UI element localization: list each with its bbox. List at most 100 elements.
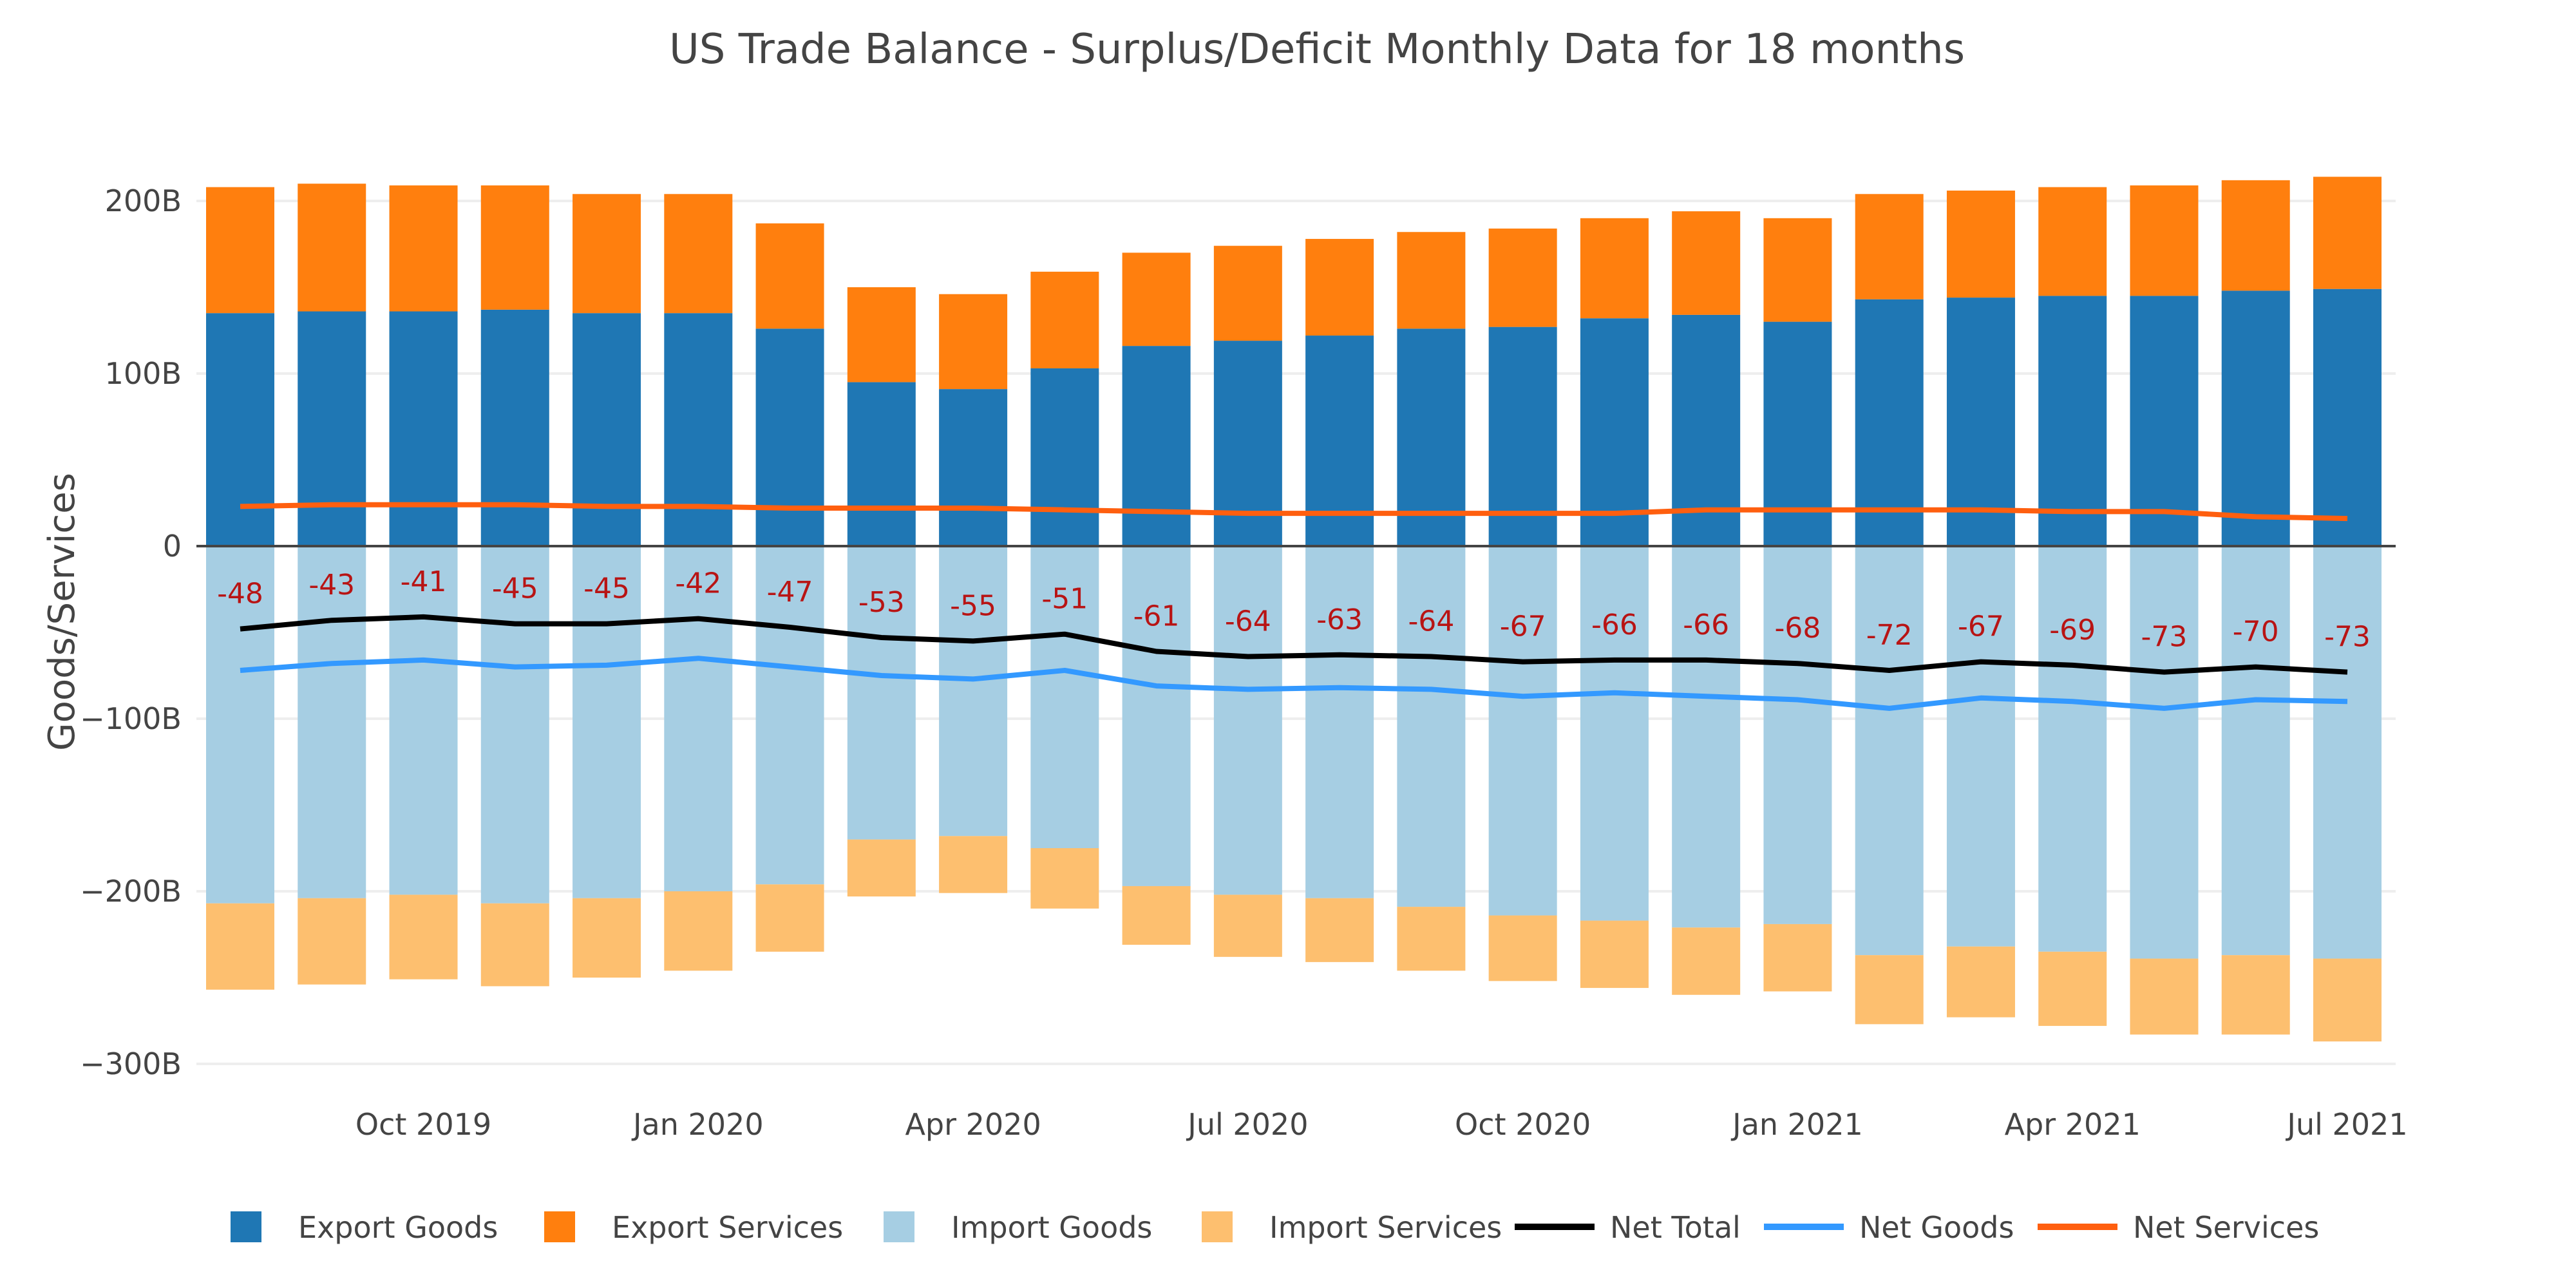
y-tick-label: −100B (80, 701, 182, 736)
bar-export-goods (664, 313, 733, 546)
bar-import-goods (1672, 546, 1741, 928)
net-total-label: -69 (2049, 614, 2096, 647)
bar-export-goods (2221, 290, 2290, 546)
bar-import-goods (847, 546, 916, 840)
bar-export-services (1672, 211, 1741, 315)
legend-label: Net Services (2133, 1210, 2319, 1245)
bar-import-goods (1488, 546, 1557, 916)
legend-item-net-total: Net Total (1515, 1210, 1741, 1245)
bar-import-services (2038, 951, 2107, 1027)
bar-export-services (1855, 194, 1924, 299)
legend: Export Goods Export Services Import Goods I… (231, 1210, 2319, 1245)
bar-import-goods (939, 546, 1008, 837)
bar-export-services (1122, 252, 1191, 346)
gridlines (196, 200, 2396, 1065)
bar-export-services (1580, 218, 1649, 319)
bar-export-goods (480, 309, 549, 546)
bar-export-services (2038, 187, 2107, 296)
bar-import-services (573, 898, 641, 978)
bar-export-goods (298, 311, 366, 546)
legend-item-import-goods: Import Goods (884, 1210, 1152, 1245)
y-tick-label: 100B (105, 356, 182, 391)
bar-import-services (1305, 898, 1374, 962)
bar-export-services (1305, 238, 1374, 336)
bar-import-goods (1946, 546, 2015, 947)
y-tick-label: 0 (163, 529, 182, 564)
legend-item-import-services: Import Services (1202, 1210, 1502, 1245)
legend-item-export-services: Export Services (544, 1210, 843, 1245)
x-tick-label: Jul 2021 (2285, 1107, 2407, 1142)
net-total-label: -41 (401, 565, 447, 598)
bar-import-services (939, 836, 1008, 893)
bar-export-services (1213, 245, 1282, 341)
bar-import-services (755, 884, 824, 952)
bar-export-services (573, 194, 641, 314)
bar-import-services (664, 891, 733, 971)
bar-export-services (755, 223, 824, 329)
bar-import-services (1122, 886, 1191, 945)
bar-import-services (206, 903, 274, 990)
net-total-label: -51 (1041, 583, 1088, 616)
bar-export-goods (2038, 296, 2107, 546)
net-total-label: -66 (1591, 609, 1638, 641)
line-net-services (240, 502, 2348, 522)
bar-export-goods (847, 382, 916, 546)
legend-label: Import Goods (951, 1210, 1152, 1245)
legend-label: Net Total (1610, 1210, 1741, 1245)
bar-import-goods (755, 546, 824, 885)
bar-export-services (1488, 228, 1557, 327)
bar-import-goods (2130, 546, 2199, 959)
bar-import-services (1488, 915, 1557, 981)
bar-import-goods (1030, 546, 1099, 848)
legend-swatch (231, 1211, 261, 1242)
net-total-label: -43 (308, 569, 355, 601)
legend-label: Import Services (1269, 1210, 1502, 1245)
bar-export-goods (1122, 346, 1191, 546)
legend-item-net-goods: Net Goods (1764, 1210, 2014, 1245)
bar-import-goods (1580, 546, 1649, 921)
net-total-data-labels: -48 -43 -41 -45 -45 -42 -47 -53 -55 -51 -61 -64 -63 -… (217, 565, 2371, 654)
net-total-label: -55 (950, 589, 996, 622)
bar-import-services (1580, 920, 1649, 989)
bar-export-services (1946, 190, 2015, 298)
bar-import-goods (664, 546, 733, 891)
net-total-label: -53 (858, 586, 905, 619)
bar-export-services (480, 185, 549, 310)
bar-import-services (1672, 927, 1741, 995)
bar-export-goods (1946, 298, 2015, 546)
bar-import-services (1030, 848, 1099, 909)
net-total-label: -45 (492, 573, 538, 605)
net-total-label: -67 (1958, 611, 2004, 643)
bar-export-services (2130, 185, 2199, 296)
net-total-label: -64 (1408, 605, 1454, 638)
net-total-label: -63 (1316, 603, 1363, 636)
bar-import-goods (2313, 546, 2382, 959)
bar-export-services (1030, 271, 1099, 368)
bar-import-goods (1213, 546, 1282, 895)
bar-import-services (1946, 946, 2015, 1018)
bar-series (206, 176, 2382, 1042)
net-total-label: -66 (1683, 609, 1729, 641)
y-axis-title: Goods/Services (41, 473, 83, 751)
bar-import-goods (1305, 546, 1374, 898)
bar-import-services (847, 839, 916, 897)
net-total-label: -68 (1774, 612, 1821, 645)
bar-import-goods (1763, 546, 1832, 924)
bar-export-goods (1580, 318, 1649, 546)
bar-import-goods (1122, 546, 1191, 886)
bar-import-goods (298, 546, 366, 898)
bar-export-goods (573, 313, 641, 546)
y-tick-label: −300B (80, 1046, 182, 1081)
bar-export-services (2221, 180, 2290, 291)
bar-import-services (2130, 958, 2199, 1035)
net-total-label: -70 (2233, 616, 2279, 649)
bar-import-services (389, 895, 458, 980)
bar-export-services (939, 294, 1008, 390)
net-total-label: -42 (675, 567, 721, 600)
x-tick-label: Oct 2020 (1455, 1107, 1591, 1142)
bar-import-services (298, 898, 366, 985)
bar-export-goods (1488, 327, 1557, 546)
bar-import-goods (480, 546, 549, 904)
legend-label: Net Goods (1859, 1210, 2014, 1245)
